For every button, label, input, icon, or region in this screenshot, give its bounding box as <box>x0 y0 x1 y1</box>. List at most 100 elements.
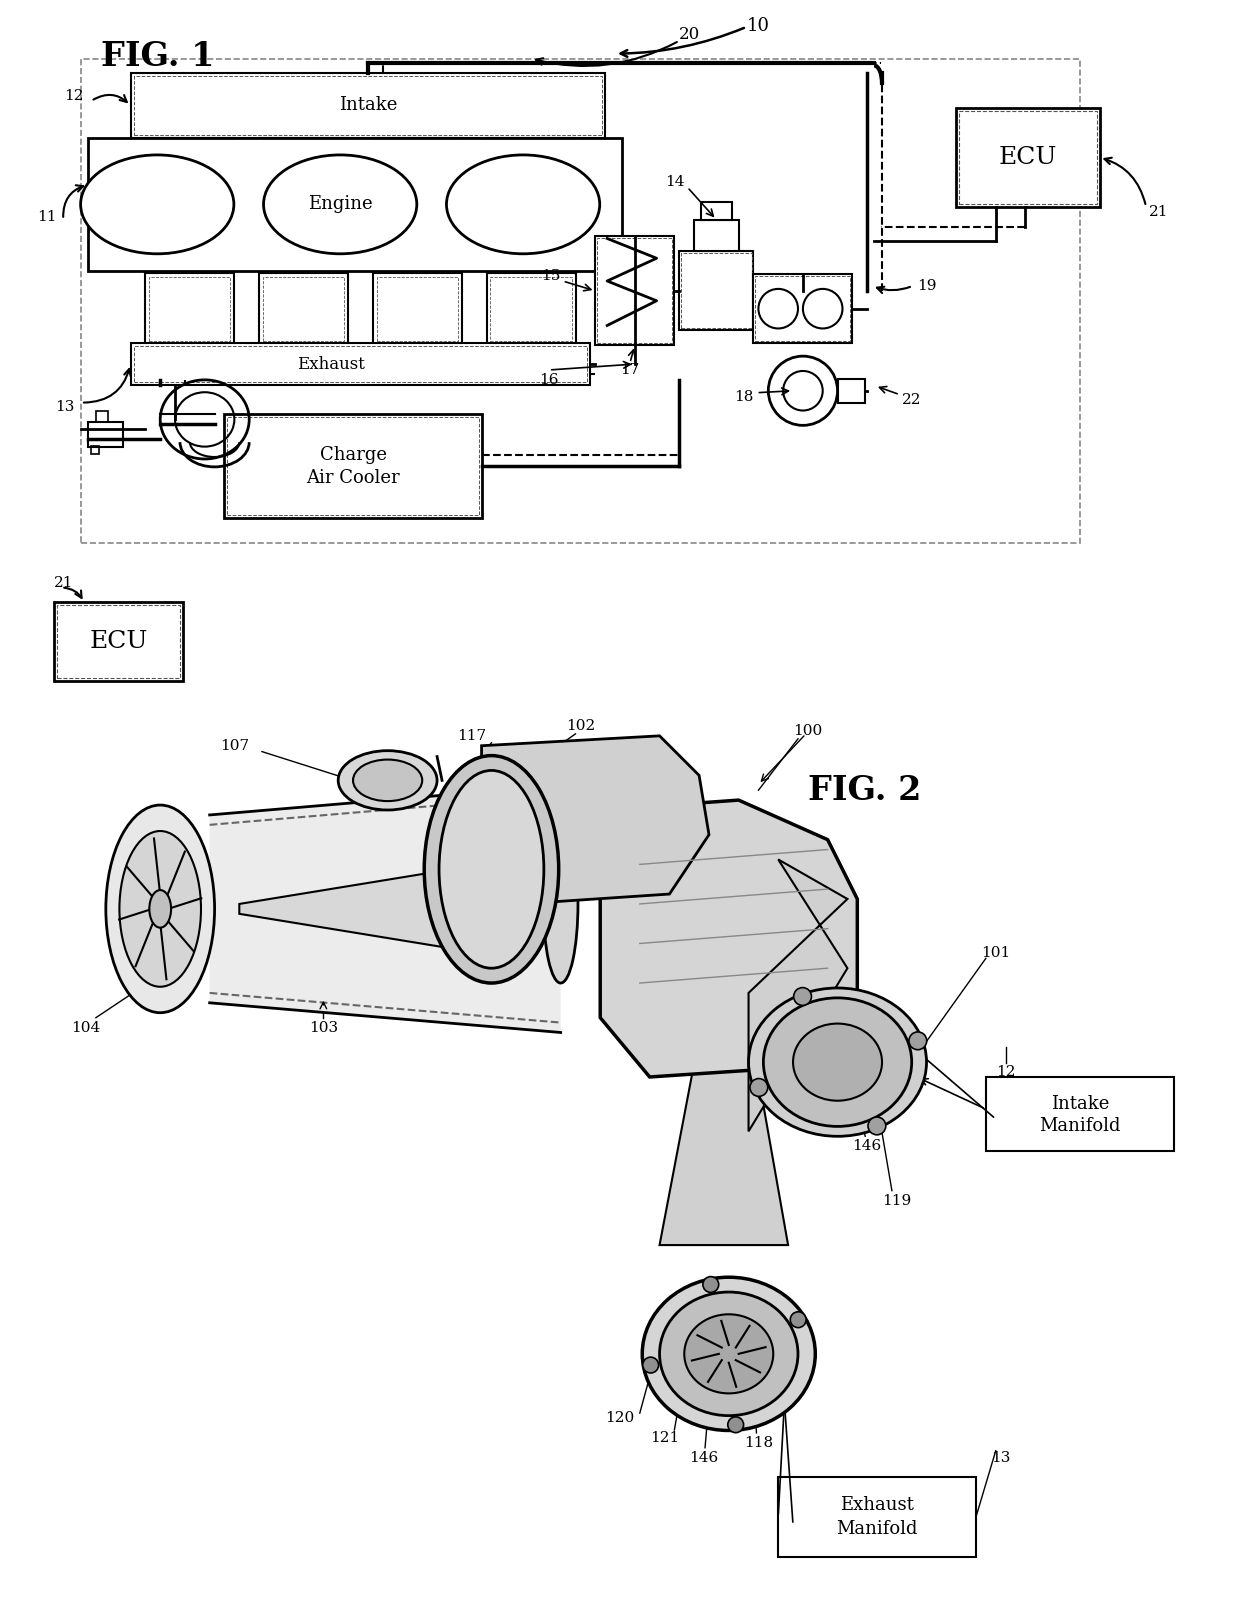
Polygon shape <box>660 1037 789 1246</box>
Bar <box>486 138 575 212</box>
Text: 104: 104 <box>71 1021 100 1035</box>
Text: Manifold: Manifold <box>836 1520 918 1537</box>
Polygon shape <box>210 786 560 1032</box>
Text: 121: 121 <box>650 1430 680 1445</box>
Circle shape <box>868 1118 885 1136</box>
Text: Exhaust: Exhaust <box>296 355 365 373</box>
Ellipse shape <box>81 156 234 254</box>
Bar <box>259 138 348 212</box>
Text: 12: 12 <box>64 89 84 104</box>
Text: 22: 22 <box>901 392 921 407</box>
Text: 11: 11 <box>37 209 56 224</box>
Bar <box>57 606 180 679</box>
Circle shape <box>703 1277 719 1293</box>
Bar <box>755 275 851 342</box>
Ellipse shape <box>446 156 600 254</box>
Circle shape <box>794 988 811 1006</box>
Ellipse shape <box>749 988 926 1136</box>
Bar <box>373 138 461 212</box>
Bar <box>263 277 345 342</box>
Circle shape <box>790 1312 806 1328</box>
Bar <box>491 141 572 207</box>
Bar <box>134 347 588 382</box>
Text: 120: 120 <box>605 1411 635 1426</box>
Circle shape <box>784 371 822 410</box>
Text: 101: 101 <box>981 946 1011 961</box>
Bar <box>55 603 184 682</box>
Text: Charge: Charge <box>320 446 387 463</box>
Ellipse shape <box>119 831 201 987</box>
Ellipse shape <box>660 1293 799 1416</box>
Text: 146: 146 <box>853 1139 882 1153</box>
Polygon shape <box>239 865 481 954</box>
Text: 103: 103 <box>309 1021 339 1035</box>
Text: Air Cooler: Air Cooler <box>306 470 399 488</box>
Bar <box>701 202 732 220</box>
Bar <box>88 423 123 447</box>
Bar <box>956 109 1100 207</box>
Circle shape <box>804 288 842 329</box>
Text: 21: 21 <box>1149 204 1168 219</box>
Circle shape <box>759 288 799 329</box>
Text: Exhaust: Exhaust <box>841 1497 914 1515</box>
Text: FIG. 2: FIG. 2 <box>808 774 921 807</box>
Text: 107: 107 <box>219 739 249 753</box>
Text: Intake: Intake <box>1050 1095 1109 1113</box>
Ellipse shape <box>353 760 423 802</box>
Bar <box>377 141 458 207</box>
Text: Manifold: Manifold <box>1039 1116 1121 1136</box>
Bar <box>130 343 590 386</box>
Text: ECU: ECU <box>998 146 1056 168</box>
Bar <box>491 277 572 342</box>
Ellipse shape <box>764 998 911 1126</box>
Text: 15: 15 <box>542 269 560 284</box>
Bar <box>145 138 234 212</box>
Text: Engine: Engine <box>308 196 372 214</box>
Bar <box>227 418 479 515</box>
Bar <box>986 1077 1174 1152</box>
Bar <box>149 277 231 342</box>
Bar <box>598 238 672 343</box>
Bar <box>95 410 108 423</box>
Bar <box>88 138 622 271</box>
Ellipse shape <box>794 1024 882 1100</box>
Text: Intake: Intake <box>339 97 397 115</box>
Bar <box>373 274 461 345</box>
Text: 13: 13 <box>55 400 74 413</box>
Ellipse shape <box>105 805 215 1012</box>
Text: 16: 16 <box>539 373 558 387</box>
Bar <box>754 274 852 343</box>
Circle shape <box>642 1358 658 1374</box>
Text: 10: 10 <box>746 16 770 36</box>
Text: 21: 21 <box>55 575 74 590</box>
Text: 119: 119 <box>882 1194 911 1207</box>
Circle shape <box>750 1079 768 1097</box>
Bar <box>779 1477 976 1557</box>
Text: 146: 146 <box>689 1450 719 1464</box>
Bar <box>694 220 739 251</box>
Ellipse shape <box>264 156 417 254</box>
Text: 18: 18 <box>734 390 754 403</box>
Polygon shape <box>749 860 847 1131</box>
Text: 100: 100 <box>794 724 822 737</box>
Text: 13: 13 <box>991 1450 1011 1464</box>
Bar <box>263 141 345 207</box>
Bar <box>486 274 575 345</box>
Bar <box>259 274 348 345</box>
Bar <box>960 110 1096 204</box>
Text: FIG. 1: FIG. 1 <box>100 40 215 73</box>
Text: ECU: ECU <box>89 630 148 653</box>
Text: 117: 117 <box>458 729 486 744</box>
Circle shape <box>909 1032 926 1050</box>
Bar <box>224 415 481 518</box>
Bar <box>145 274 234 345</box>
Bar <box>595 237 675 345</box>
Bar <box>81 58 1080 543</box>
Bar <box>134 76 603 134</box>
Bar <box>681 253 751 329</box>
Bar <box>130 73 605 138</box>
Ellipse shape <box>543 825 578 983</box>
Polygon shape <box>600 800 857 1077</box>
Text: 20: 20 <box>678 26 699 44</box>
Bar <box>377 277 458 342</box>
